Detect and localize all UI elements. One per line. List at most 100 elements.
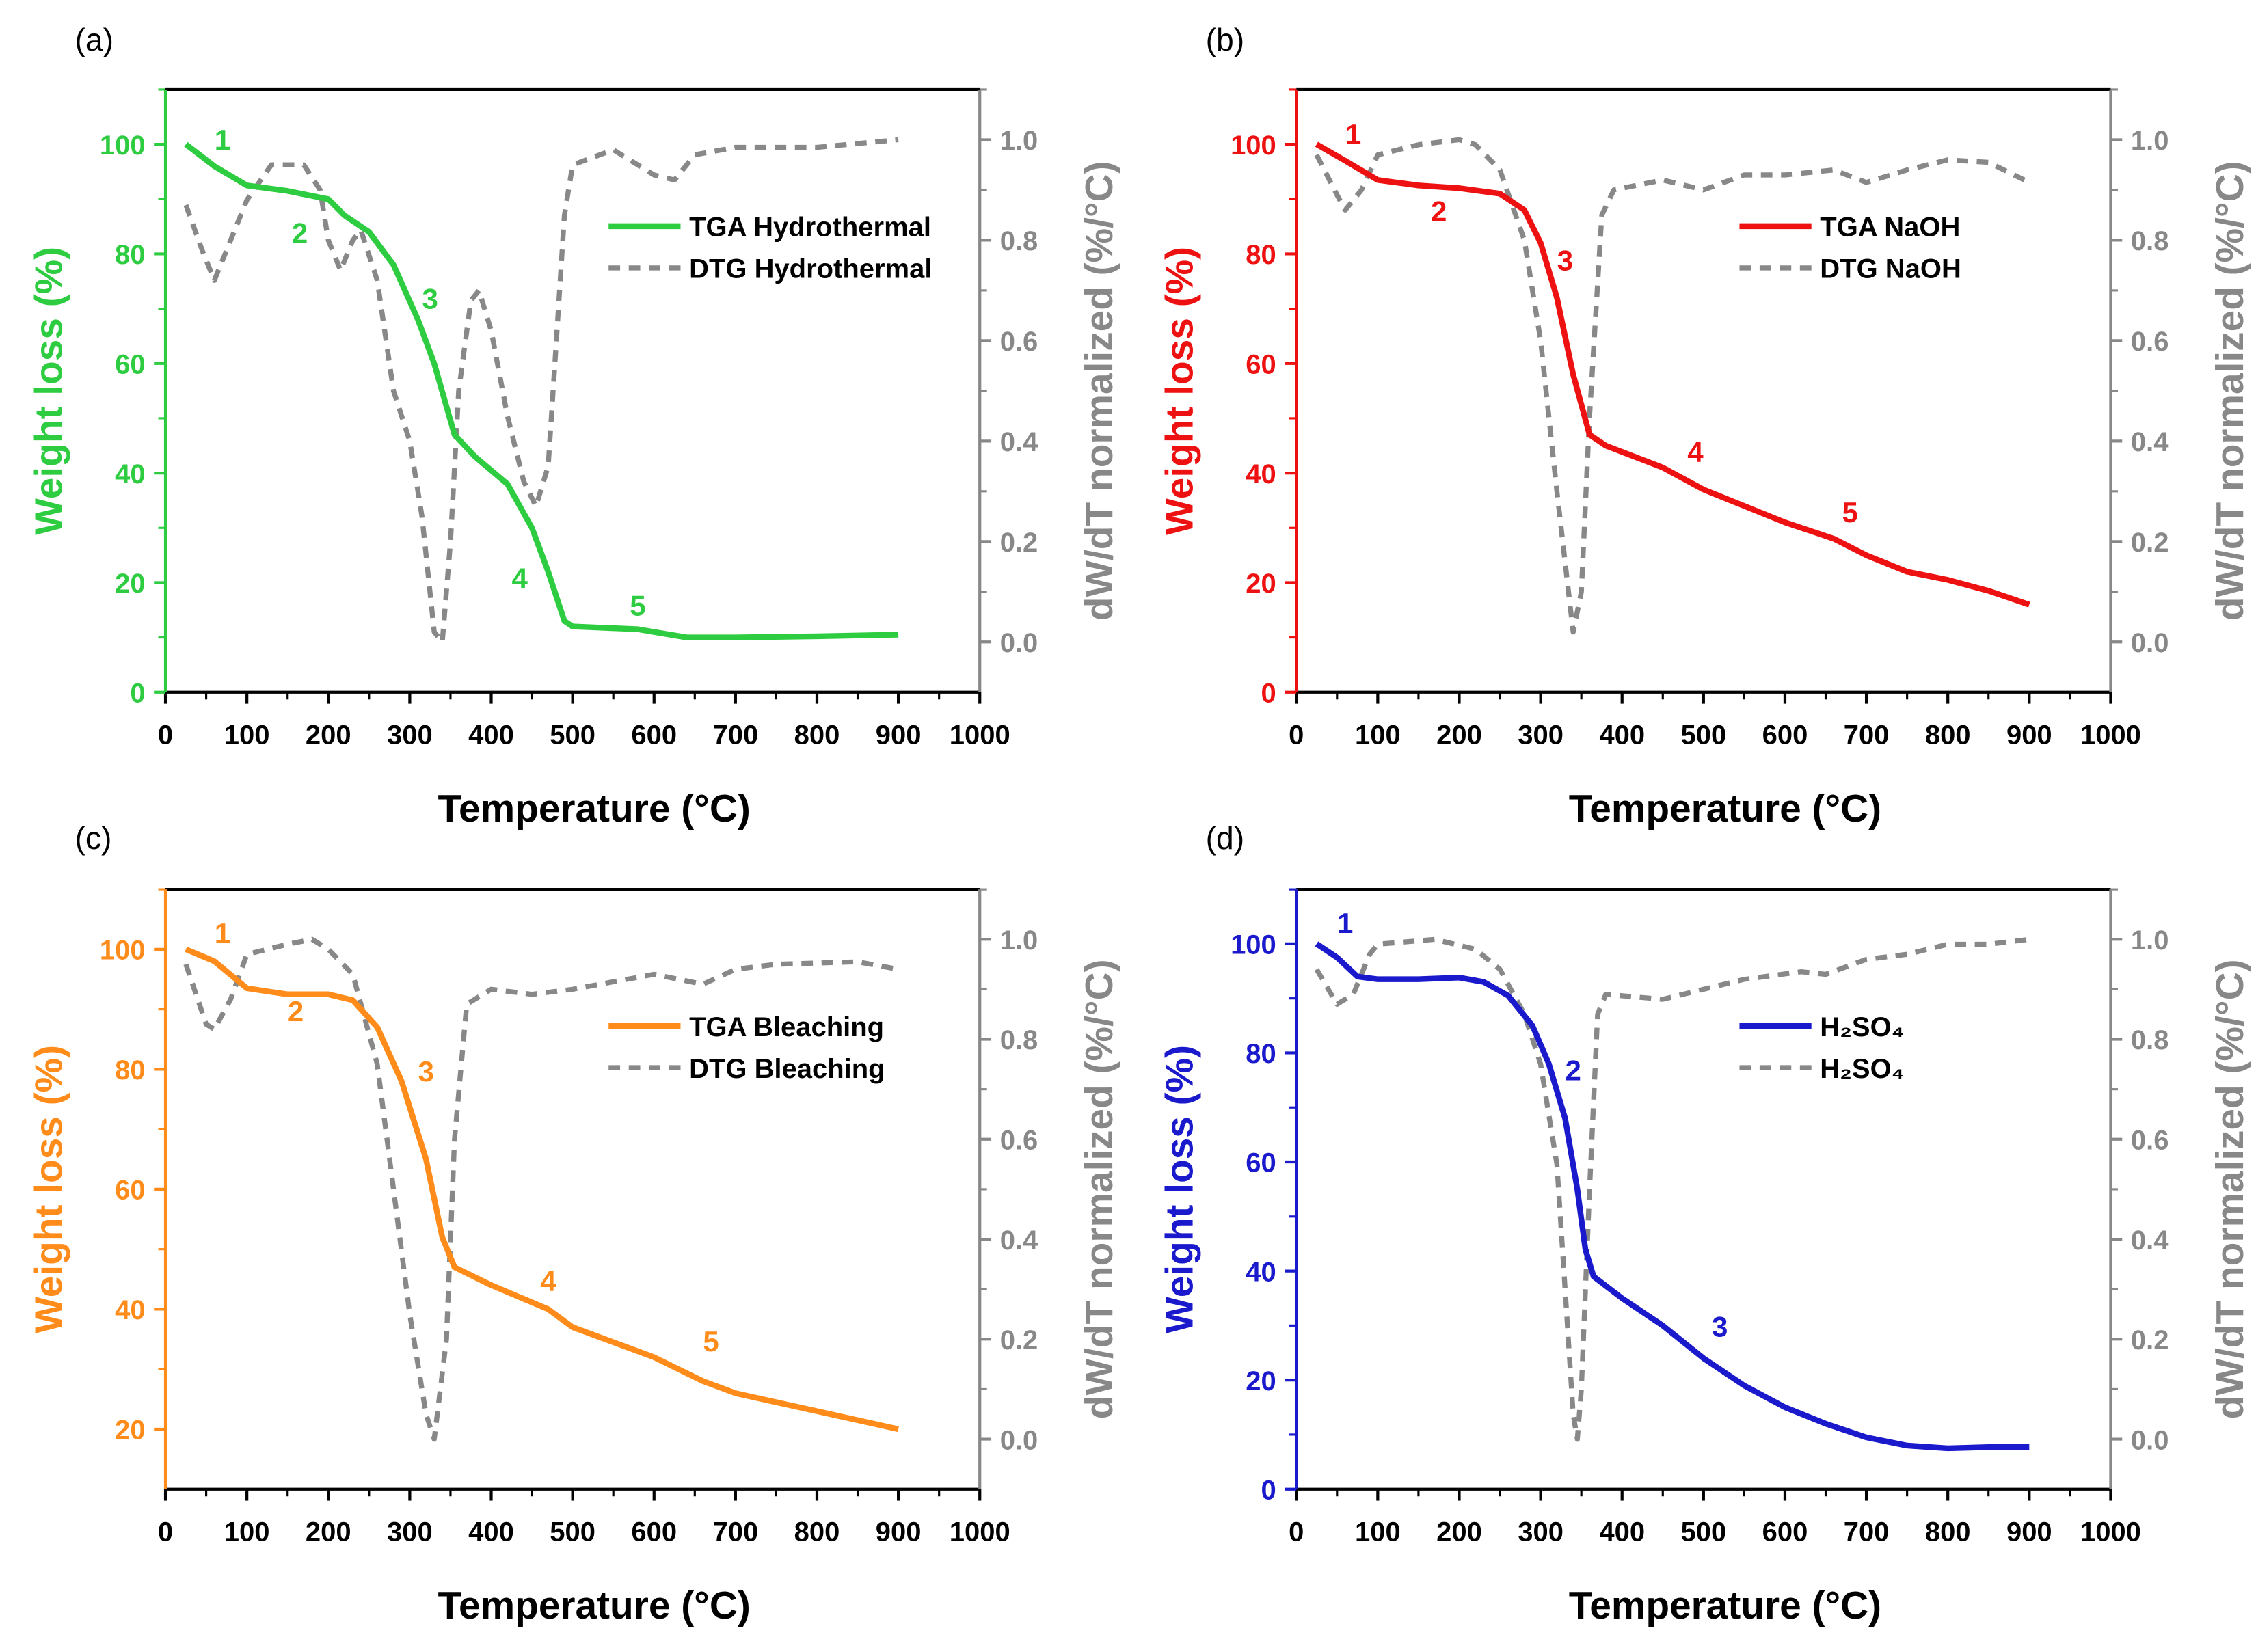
dtg-series-line [183,936,899,1442]
y2-tick-label: 0.4 [2131,1226,2169,1256]
x-tick-label: 500 [550,1517,595,1547]
y2-tick-label: 0.2 [1000,528,1038,558]
tga-series-line [1315,941,2030,1452]
x-tick-label: 700 [713,1517,759,1547]
panel-label: (b) [1206,22,1245,57]
y2-tick-label: 0.4 [1000,1226,1038,1256]
x-tick-label: 1000 [2080,720,2141,750]
y-tick-label: 80 [115,1055,145,1085]
x-tick-label: 0 [158,1517,173,1547]
y2-tick-label: 0.8 [1000,226,1038,256]
x-tick-label: 400 [468,1517,514,1547]
y-tick-label: 80 [1246,1039,1276,1069]
stage-annotation: 2 [1431,195,1447,227]
x-tick-label: 600 [1762,1517,1808,1547]
x-tick-label: 200 [306,1517,351,1547]
legend-dtg-label: H₂SO₄ [1820,1054,1904,1084]
y-tick-label: 40 [115,1295,145,1325]
x-tick-label: 600 [631,720,677,750]
stage-annotation: 1 [215,124,230,156]
y-tick-label: 60 [115,350,145,380]
y2-tick-label: 1.0 [2131,925,2169,956]
legend-dtg-label: DTG Bleaching [689,1054,885,1084]
stage-annotation: 4 [1687,436,1704,468]
chart-panel-d: (d) 0 100 200 300 400 500 600 700 800 900 1000 0 20 40… [1159,820,2252,1627]
y2-tick-label: 0.2 [2131,528,2169,558]
stage-annotation: 1 [1345,118,1361,150]
y-tick-label: 0 [130,679,145,709]
x-tick-label: 600 [1762,720,1808,750]
x-tick-label: 700 [1844,720,1890,750]
panel-label: (c) [75,820,111,856]
y2-axis-title: dW/dT normalized (%/°C) [2209,161,2252,621]
x-tick-label: 200 [1436,720,1482,750]
y-tick-label: 40 [1246,1257,1276,1287]
y-tick-label: 100 [1231,131,1276,161]
dtg-series-line [183,137,899,645]
y2-tick-label: 0.8 [2131,1025,2169,1055]
stage-annotation: 4 [540,1265,556,1297]
x-tick-label: 700 [1844,1517,1890,1547]
chart-panel-c: (c) 0 100 200 300 400 500 600 700 800 900 1000 20 40 6… [27,820,1120,1627]
stage-annotation: 3 [422,283,438,315]
x-tick-label: 300 [1518,720,1563,750]
y2-tick-label: 0.0 [2131,1425,2169,1455]
chart-panel-b: (b)0 100 200 300 400 500 600 700 800 900 100002040… [1159,22,2252,830]
x-tick-label: 400 [1599,1517,1645,1547]
x-tick-label: 500 [1680,720,1726,750]
y-tick-label: 80 [1246,240,1276,270]
y-axis-title: Weight loss (%) [1159,1045,1202,1333]
stage-annotation: 2 [288,995,304,1027]
stage-annotation: 2 [1566,1054,1581,1086]
legend-dtg-label: DTG Hydrothermal [689,254,932,284]
y2-tick-label: 0.4 [1000,427,1038,457]
panel-label: (d) [1206,820,1245,856]
y2-axis-title: dW/dT normalized (%/°C) [1078,161,1121,621]
x-tick-label: 0 [1289,1517,1304,1547]
stage-annotation: 4 [511,562,528,594]
y-tick-label: 0 [1261,1475,1276,1505]
y2-axis-title: dW/dT normalized (%/°C) [2209,959,2252,1419]
x-tick-label: 700 [713,720,759,750]
y2-tick-label: 1.0 [2131,126,2169,156]
x-tick-label: 100 [224,720,270,750]
x-tick-label: 800 [794,720,840,750]
x-tick-label: 900 [876,1517,922,1547]
x-axis-title: Temperature (°C) [438,787,751,830]
x-axis-title: Temperature (°C) [438,1584,751,1627]
stage-annotation: 3 [418,1055,434,1087]
x-tick-label: 300 [387,720,433,750]
x-tick-label: 500 [550,720,595,750]
y-axis-title: Weight loss (%) [27,247,70,535]
x-tick-label: 1000 [950,1517,1010,1547]
stage-annotation: 5 [1842,496,1858,528]
y-tick-label: 20 [1246,569,1276,599]
y2-tick-label: 0.6 [2131,327,2169,357]
stage-annotation: 3 [1712,1310,1728,1342]
stage-annotation: 1 [1337,907,1353,939]
y-tick-label: 100 [100,936,146,966]
x-tick-label: 400 [468,720,514,750]
x-tick-label: 0 [158,720,173,750]
y2-tick-label: 0.6 [2131,1126,2169,1156]
y-tick-label: 60 [115,1176,145,1206]
x-tick-label: 400 [1599,720,1645,750]
stage-annotation: 1 [215,917,230,949]
y-tick-label: 20 [115,569,145,599]
x-tick-label: 300 [387,1517,433,1547]
y-axis-title: Weight loss (%) [27,1045,70,1333]
stage-annotation: 2 [292,217,308,249]
y2-tick-label: 1.0 [1000,925,1038,956]
y2-tick-label: 0.8 [1000,1025,1038,1055]
stage-annotation: 3 [1557,244,1573,276]
x-tick-label: 800 [1925,1517,1971,1547]
x-tick-label: 300 [1518,1517,1563,1547]
y2-tick-label: 0.0 [1000,1425,1038,1455]
x-tick-label: 100 [224,1517,270,1547]
tga-series-line [1315,141,2030,608]
x-axis-title: Temperature (°C) [1569,787,1881,830]
y2-tick-label: 0.0 [1000,628,1038,658]
y-tick-label: 0 [1261,679,1276,709]
x-tick-label: 500 [1680,1517,1726,1547]
